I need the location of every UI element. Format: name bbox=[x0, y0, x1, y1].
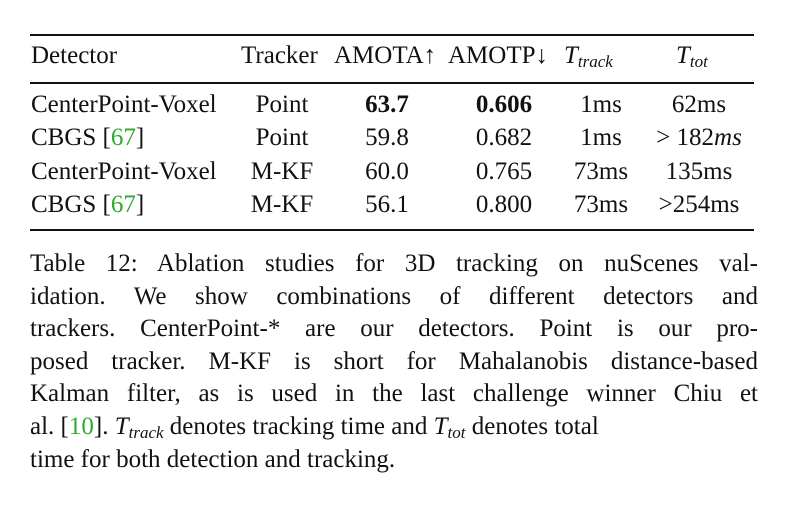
table-row-3-detector: CenterPoint-Voxel bbox=[31, 158, 217, 185]
table-row-2-t-track: 1ms bbox=[580, 124, 622, 151]
table-row-4-amotp: 0.800 bbox=[475, 191, 533, 218]
caption-line: al. [10]. Ttrack denotes tracking time a… bbox=[30, 412, 599, 442]
table-row-1-amotp: 0.606 bbox=[475, 91, 533, 118]
table-row-3-amotp: 0.765 bbox=[475, 158, 533, 185]
table-row-2-amota: 59.8 bbox=[365, 124, 409, 151]
table-row-1-t-track: 1ms bbox=[580, 91, 622, 118]
header-amota: AMOTA↑ bbox=[334, 42, 437, 69]
table-row-1-detector: CenterPoint-Voxel bbox=[31, 91, 217, 118]
table-bottom-rule bbox=[30, 229, 754, 231]
citation-link[interactable]: 10 bbox=[68, 412, 94, 440]
header-t-tot: Ttot bbox=[676, 42, 708, 71]
caption-line: time for both detection and tracking. bbox=[30, 445, 396, 473]
caption-line: trackers. CenterPoint-* are our detector… bbox=[30, 315, 758, 343]
table-row-2-tracker: Point bbox=[255, 124, 309, 151]
table-top-rule bbox=[30, 34, 754, 36]
caption-line: idation. We show combinations of differe… bbox=[30, 282, 758, 310]
table-row-2-amotp: 0.682 bbox=[475, 124, 533, 151]
header-amotp: AMOTP↓ bbox=[448, 42, 549, 69]
citation-link[interactable]: 67 bbox=[110, 191, 136, 218]
table-row-4-amota: 56.1 bbox=[365, 191, 409, 218]
table-caption: Table 12: Ablation studies for 3D tracki… bbox=[30, 248, 758, 476]
caption-line: Table 12: Ablation studies for 3D tracki… bbox=[30, 250, 758, 277]
table-row-3-t-track: 73ms bbox=[573, 158, 629, 185]
citation-link[interactable]: 67 bbox=[110, 124, 136, 151]
header-tracker: Tracker bbox=[241, 42, 318, 69]
table-row-2-detector: CBGS [67] bbox=[31, 124, 145, 151]
table-row-4-tracker: M-KF bbox=[250, 191, 314, 218]
table-row-1-tracker: Point bbox=[255, 91, 309, 118]
table-header-rule bbox=[30, 82, 754, 84]
table-row-3-amota: 60.0 bbox=[365, 158, 409, 185]
table-row-4-t-tot: >254ms bbox=[658, 191, 740, 218]
header-detector: Detector bbox=[31, 42, 118, 69]
table-row-1-amota: 63.7 bbox=[365, 91, 409, 118]
table-row-2-t-tot: > 182ms bbox=[656, 124, 742, 151]
header-t-track: Ttrack bbox=[564, 42, 613, 71]
table-row-1-t-tot: 62ms bbox=[671, 91, 727, 118]
table-row-3-tracker: M-KF bbox=[250, 158, 314, 185]
table-row-4-t-track: 73ms bbox=[573, 191, 629, 218]
caption-line: Kalman filter, as is used in the last ch… bbox=[30, 380, 758, 408]
table-row-3-t-tot: 135ms bbox=[665, 158, 733, 185]
table-row-4-detector: CBGS [67] bbox=[31, 191, 145, 218]
caption-line: posed tracker. M-KF is short for Mahalan… bbox=[30, 347, 758, 375]
